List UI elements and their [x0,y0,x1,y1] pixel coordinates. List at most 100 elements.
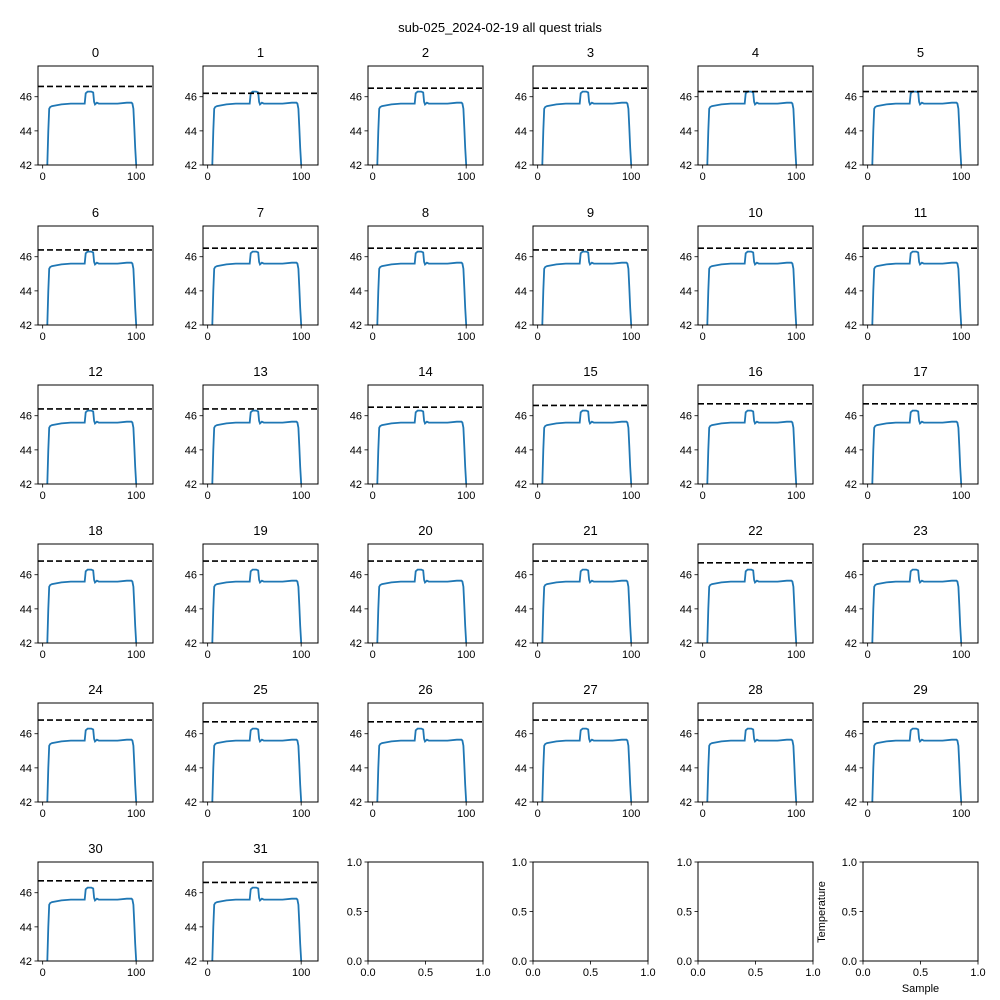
y-tick-label: 42 [185,320,197,332]
x-tick-label: 0.0 [525,967,540,979]
subplot-title: 2 [422,45,429,60]
x-tick-label: 100 [127,331,145,343]
temperature-trace [706,727,798,802]
x-tick-label: 100 [292,171,310,183]
y-tick-label: 44 [185,126,197,138]
subplot-title: 6 [92,205,99,220]
y-tick-label: 42 [20,320,32,332]
x-tick-label: 100 [457,331,475,343]
x-tick-label: 0 [535,490,541,502]
y-tick-label: 0.5 [842,907,857,919]
x-tick-label: 0 [700,808,706,820]
subplot-title: 14 [418,364,432,379]
figure-title: sub-025_2024-02-19 all quest trials [398,20,602,35]
y-tick-label: 42 [20,638,32,650]
x-tick-label: 100 [952,490,970,502]
y-tick-label: 46 [680,570,692,582]
x-tick-label: 100 [127,649,145,661]
axes-frame [532,702,649,803]
subplot: 3 42 44 46 0 100 [515,45,649,183]
y-tick-label: 42 [20,479,32,491]
y-tick-label: 46 [185,92,197,104]
y-tick-label: 42 [20,797,32,809]
x-tick-label: 0 [205,808,211,820]
subplot-title: 9 [587,205,594,220]
subplot-title: 3 [587,45,594,60]
y-tick-label: 42 [350,797,362,809]
y-tick-label: 44 [350,763,362,775]
y-tick-label: 42 [515,320,527,332]
temperature-trace [541,727,633,802]
axes-frame [202,861,319,962]
temperature-trace [376,727,468,802]
x-tick-label: 0 [700,649,706,661]
x-tick-label: 100 [787,808,805,820]
subplot: 30 42 44 46 0 100 [20,841,154,979]
y-tick-label: 1.0 [347,857,362,869]
x-tick-label: 100 [127,967,145,979]
x-tick-label: 100 [622,649,640,661]
y-tick-label: 44 [20,922,32,934]
y-tick-label: 42 [350,160,362,172]
y-tick-label: 42 [515,638,527,650]
subplot-title: 11 [914,205,928,220]
y-tick-label: 42 [20,956,32,968]
subplot-title: 1 [257,45,264,60]
axes-frame [862,384,979,485]
x-tick-label: 1.0 [640,967,655,979]
x-tick-label: 100 [292,490,310,502]
x-tick-label: 0 [535,808,541,820]
y-tick-label: 44 [845,604,857,616]
y-tick-label: 42 [20,160,32,172]
subplot: 12 42 44 46 0 100 [20,364,154,502]
axes-frame [862,543,979,644]
axes-frame [367,702,484,803]
y-tick-label: 46 [680,252,692,264]
axes-frame [532,543,649,644]
temperature-trace [871,250,963,325]
subplot-title: 20 [418,523,432,538]
y-tick-label: 42 [185,797,197,809]
x-tick-label: 0 [535,649,541,661]
x-tick-label: 0 [205,490,211,502]
axes-frame [37,225,154,326]
temperature-trace [706,90,798,165]
subplot: 26 42 44 46 0 100 [350,682,484,820]
subplot-title: 16 [748,364,762,379]
y-tick-label: 46 [845,252,857,264]
temperature-trace [211,409,303,484]
temperature-trace [46,409,138,484]
x-tick-label: 0 [700,490,706,502]
temperature-trace [871,90,963,165]
y-tick-label: 44 [350,445,362,457]
y-tick-label: 42 [185,956,197,968]
y-tick-label: 44 [350,286,362,298]
x-tick-label: 0 [40,649,46,661]
x-tick-label: 0 [370,331,376,343]
y-tick-label: 44 [515,604,527,616]
subplot-title: 24 [88,682,102,697]
y-tick-label: 46 [185,252,197,264]
y-tick-label: 44 [185,922,197,934]
x-tick-label: 1.0 [475,967,490,979]
axes-frame [37,702,154,803]
y-tick-label: 44 [845,763,857,775]
subplot-title: 17 [913,364,927,379]
y-tick-label: 46 [350,570,362,582]
axes-frame [697,384,814,485]
y-tick-label: 46 [20,888,32,900]
y-tick-label: 0.5 [677,907,692,919]
x-tick-label: 0 [865,331,871,343]
subplot-title: 23 [913,523,927,538]
y-tick-label: 0.0 [842,956,857,968]
temperature-trace [46,727,138,802]
empty-subplot: 0.0 0.5 1.0 0.0 0.5 1.0 [512,857,656,979]
subplot: 16 42 44 46 0 100 [680,364,814,502]
subplot-title: 7 [257,205,264,220]
x-tick-label: 0.5 [913,967,928,979]
y-tick-label: 44 [680,286,692,298]
x-tick-label: 0 [205,331,211,343]
subplot: 13 42 44 46 0 100 [185,364,319,502]
axes-frame [202,65,319,166]
x-tick-label: 0 [370,490,376,502]
